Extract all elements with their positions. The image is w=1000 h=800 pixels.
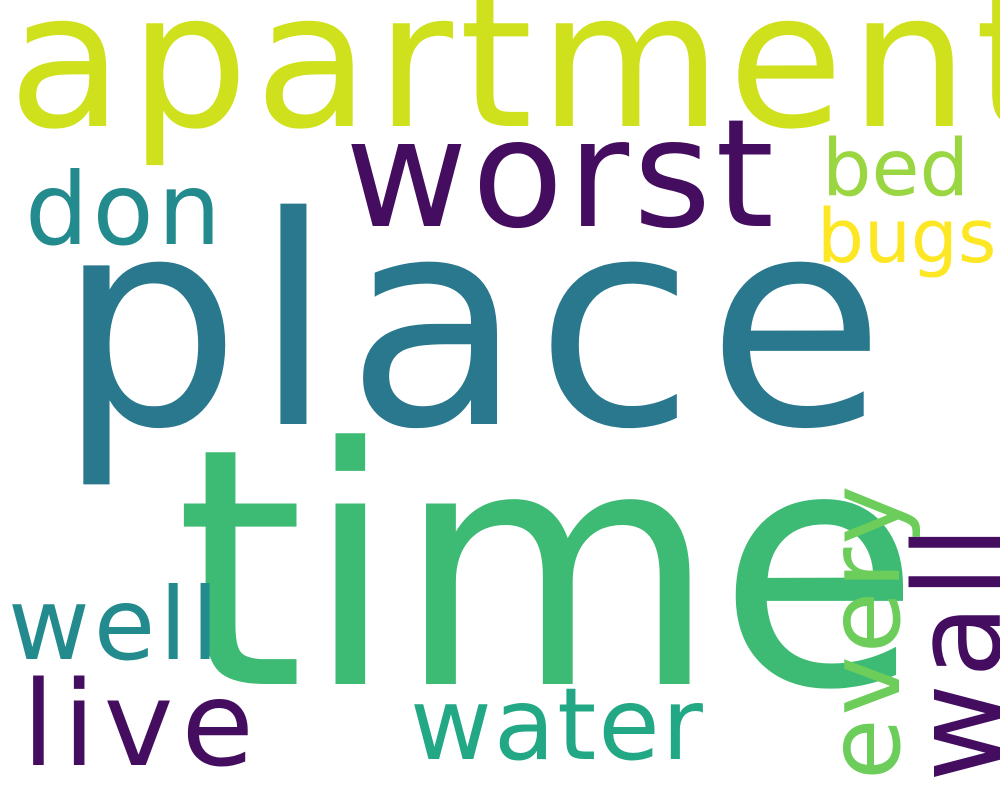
word-apartment: apartment [8, 0, 1000, 171]
word-place: place [57, 156, 898, 493]
word-bugs: bugs [817, 194, 997, 280]
word-don: don [25, 151, 226, 268]
word-wall: wall [890, 519, 1000, 782]
word-water: water [410, 666, 705, 783]
word-well: well [8, 566, 223, 683]
word-worst: worst [345, 88, 779, 262]
word-bed: bed [822, 124, 970, 214]
word-time: time [175, 378, 921, 762]
word-live: live [22, 655, 262, 793]
